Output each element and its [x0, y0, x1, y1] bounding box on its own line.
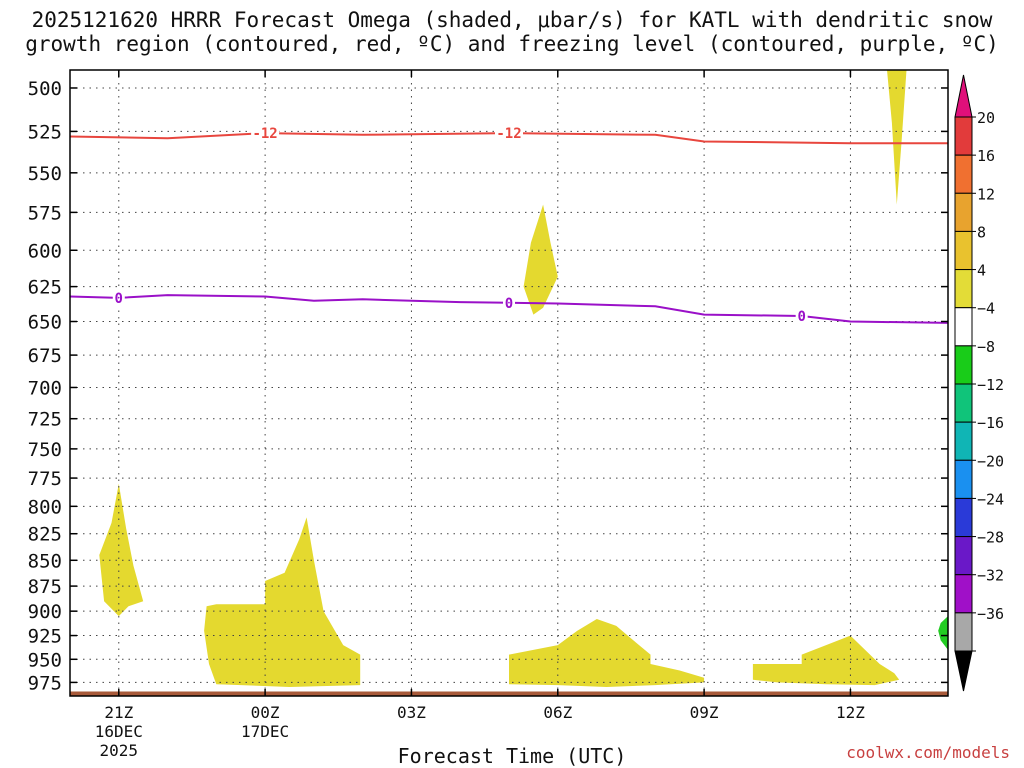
colorbar-label-2: 12 [977, 185, 995, 203]
y-tick-label-725: 725 [28, 409, 62, 431]
x-tick-label-00Z: 00Z [251, 703, 280, 722]
colorbar-swatch-11 [954, 536, 973, 576]
colorbar-swatch-9 [954, 459, 973, 499]
omega-left-1 [99, 483, 144, 617]
omega-left-2 [204, 517, 361, 687]
x-tick-label-12Z: 12Z [836, 703, 865, 722]
colorbar-label-3: 8 [977, 223, 986, 241]
x-tick-label-21Z: 21Z [104, 703, 133, 722]
y-tick-label-750: 750 [28, 439, 62, 461]
y-tick-label-975: 975 [28, 672, 62, 694]
colorbar-swatch-12 [954, 574, 973, 614]
y-tick-label-550: 550 [28, 163, 62, 185]
colorbar-swatch-2 [954, 192, 973, 232]
colorbar-swatch-7 [954, 383, 973, 423]
chart-title-line-1: 2025121620 HRRR Forecast Omega (shaded, … [31, 8, 993, 32]
ground-strip [70, 691, 948, 696]
dgz-minus12-label-1: -12 [496, 126, 521, 142]
freezing-level-0-label-bg-0 [112, 289, 125, 306]
y-tick-label-600: 600 [28, 240, 62, 262]
x-tick-label-03Z: 03Z [397, 703, 426, 722]
plot-frame [69, 69, 949, 697]
colorbar-swatch-5 [954, 307, 973, 347]
freezing-level-0-label-1: 0 [505, 296, 513, 312]
colorbar-label-4: 4 [977, 262, 986, 280]
y-tick-label-500: 500 [28, 78, 62, 100]
colorbar-label-5: −4 [977, 300, 995, 318]
x-tick-label-09Z: 09Z [690, 703, 719, 722]
x-axis-title: Forecast Time (UTC) [397, 744, 627, 768]
credit-text: coolwx.com/models [846, 743, 1010, 762]
y-tick-label-700: 700 [28, 377, 62, 399]
colorbar-swatch-6 [954, 345, 973, 385]
chart-title-line-2: growth region (contoured, red, ºC) and f… [25, 32, 999, 56]
colorbar-label-11: −28 [977, 529, 1004, 547]
colorbar-label-12: −32 [977, 567, 1004, 585]
omega-mid [523, 204, 558, 315]
y-tick-label-650: 650 [28, 312, 62, 334]
colorbar-swatch-1 [954, 154, 973, 194]
colorbar-label-6: −8 [977, 338, 995, 356]
colorbar-label-10: −24 [977, 490, 1004, 508]
dgz-minus12-label-bg-0 [251, 125, 280, 142]
colorbar-swatch-10 [954, 497, 973, 538]
y-tick-label-825: 825 [28, 524, 62, 546]
colorbar-label-7: −12 [977, 376, 1004, 394]
colorbar-swatch-0 [954, 116, 973, 156]
colorbar-top-arrow [954, 74, 973, 118]
y-tick-label-625: 625 [28, 277, 62, 299]
y-tick-label-875: 875 [28, 576, 62, 598]
omega-upper-right [887, 70, 907, 205]
dgz-minus12-label-0: -12 [252, 126, 277, 142]
freezing-level-0-label-2: 0 [797, 309, 805, 325]
x-tick-year-21Z: 2025 [100, 741, 139, 760]
freezing-level-0-label-bg-1 [503, 294, 515, 311]
omega-mid-bottom [509, 619, 705, 687]
colorbar-swatch-3 [954, 230, 973, 271]
omega-right-bottom [752, 635, 900, 686]
x-tick-label-06Z: 06Z [543, 703, 572, 722]
omega-green-edge [938, 616, 948, 650]
colorbar-label-9: −20 [977, 452, 1004, 470]
colorbar-swatch-13 [954, 612, 973, 652]
y-tick-label-925: 925 [28, 626, 62, 648]
y-tick-label-850: 850 [28, 550, 62, 572]
freezing-level-0-label-0: 0 [115, 291, 123, 307]
colorbar-bottom-arrow [954, 650, 973, 692]
x-tick-date-00Z: 17DEC [241, 722, 289, 741]
y-tick-label-525: 525 [28, 121, 62, 143]
y-tick-label-900: 900 [28, 601, 62, 623]
colorbar-swatch-8 [954, 421, 973, 461]
colorbar-label-1: 16 [977, 147, 995, 165]
y-tick-label-675: 675 [28, 345, 62, 367]
dgz-minus12-label-bg-1 [495, 125, 523, 142]
y-tick-label-800: 800 [28, 496, 62, 518]
freezing-level-0-label-bg-2 [795, 308, 808, 325]
x-tick-date-21Z: 16DEC [95, 722, 143, 741]
y-tick-label-575: 575 [28, 202, 62, 224]
y-tick-label-950: 950 [28, 649, 62, 671]
colorbar-swatch-4 [954, 269, 973, 309]
y-tick-label-775: 775 [28, 468, 62, 490]
colorbar-label-8: −16 [977, 414, 1004, 432]
colorbar-label-0: 20 [977, 109, 995, 127]
colorbar-label-13: −36 [977, 605, 1004, 623]
